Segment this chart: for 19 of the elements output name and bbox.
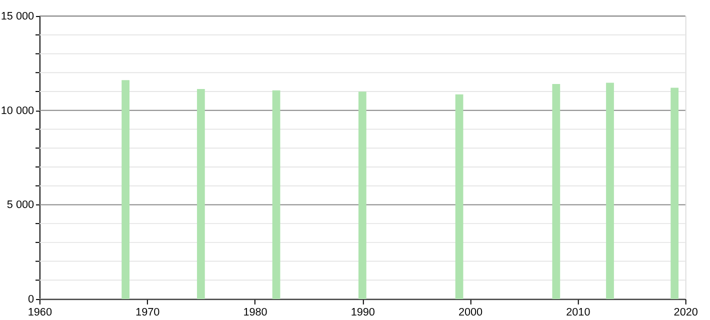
bar bbox=[552, 84, 560, 300]
bar bbox=[272, 90, 280, 300]
bar bbox=[455, 94, 464, 300]
y-tick-label: 15 000 bbox=[0, 10, 34, 22]
x-tick-label: 2000 bbox=[458, 306, 483, 318]
y-tick-label: 5 000 bbox=[6, 199, 34, 212]
x-tick-label: 2010 bbox=[566, 306, 590, 318]
x-tick-label: 1960 bbox=[28, 306, 52, 318]
bar bbox=[670, 88, 679, 300]
bar bbox=[358, 92, 366, 300]
bar bbox=[606, 82, 614, 300]
bar bbox=[196, 89, 205, 300]
y-tick-label: 0 bbox=[28, 293, 34, 306]
x-tick-label: 1970 bbox=[136, 306, 160, 318]
bar bbox=[122, 80, 130, 300]
y-tick-label: 10 000 bbox=[0, 104, 34, 117]
x-tick-label: 2020 bbox=[674, 306, 698, 318]
x-tick-label: 1990 bbox=[350, 306, 375, 318]
x-tick-label: 1980 bbox=[243, 306, 268, 318]
